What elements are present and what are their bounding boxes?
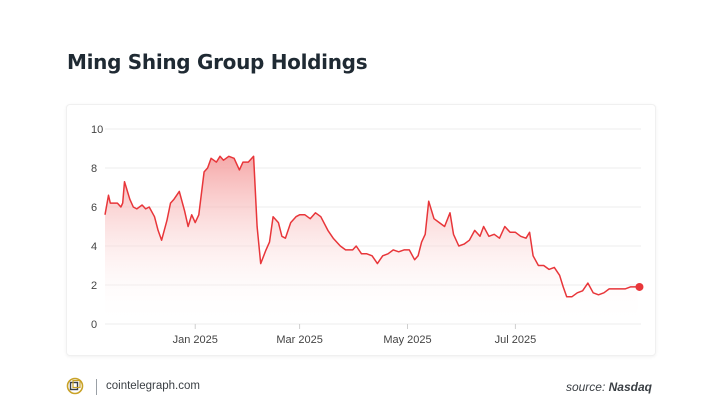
source-name: Nasdaq <box>608 380 652 394</box>
source-prefix: source: <box>565 380 606 394</box>
series-area <box>105 156 638 324</box>
y-tick-label: 0 <box>91 319 97 331</box>
footer: cointelegraph.com source: Nasdaq <box>66 377 654 397</box>
y-tick-label: 4 <box>91 241 97 253</box>
page-title: Ming Shing Group Holdings <box>67 50 368 74</box>
brand-link[interactable]: cointelegraph.com <box>106 380 200 392</box>
y-tick-label: 2 <box>91 280 97 292</box>
x-tick-label: Jul 2025 <box>495 334 537 346</box>
series-line <box>104 155 638 298</box>
x-tick-label: Jan 2025 <box>173 334 218 346</box>
y-tick-label: 10 <box>91 124 103 136</box>
series-end-point <box>635 282 644 291</box>
chart-card: 0 2 4 6 8 10 Jan 2025 Mar 2025 May 2025 Jul 2025 <box>66 104 656 356</box>
price-chart: 0 2 4 6 8 10 Jan 2025 Mar 2025 May 2025 Jul 2025 <box>91 124 644 346</box>
y-tick-label: 8 <box>91 163 97 175</box>
source-credit: source: Nasdaq <box>566 380 652 394</box>
x-tick-label: May 2025 <box>383 334 431 346</box>
y-tick-label: 6 <box>91 202 97 214</box>
x-tick-label: Mar 2025 <box>276 334 322 346</box>
footer-separator <box>96 379 97 395</box>
cointelegraph-logo-icon <box>66 377 84 395</box>
